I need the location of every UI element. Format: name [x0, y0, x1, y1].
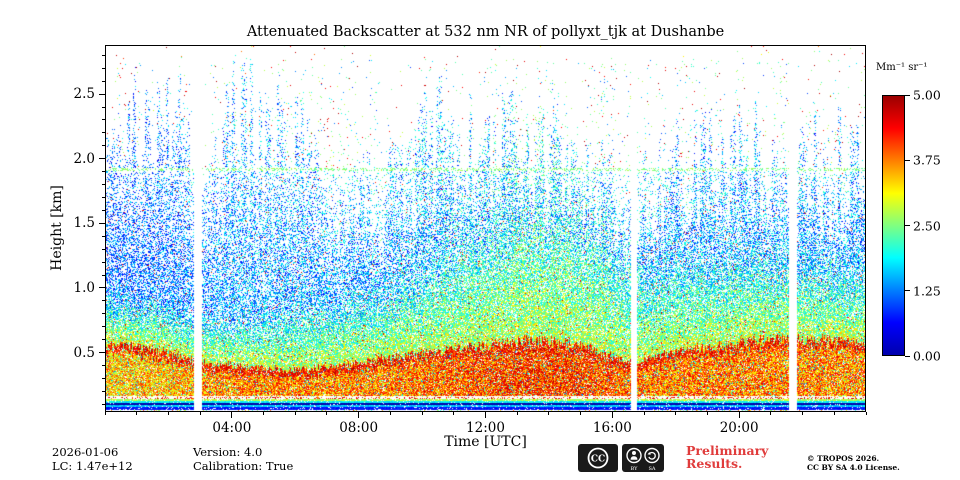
y-minor-tick — [102, 171, 105, 173]
x-minor-tick — [548, 412, 550, 415]
x-tick-label: 08:00 — [339, 420, 379, 436]
by-sa-badge-box — [622, 444, 664, 472]
y-minor-tick — [102, 364, 105, 366]
cc-badge-box — [578, 444, 618, 472]
y-tick-label: 1.0 — [73, 279, 95, 296]
x-minor-tick — [706, 412, 708, 415]
colorbar-tick-label: 1.25 — [913, 283, 941, 299]
version-label: Version: 4.0 — [193, 445, 263, 459]
y-tick-label: 1.5 — [73, 215, 95, 232]
y-minor-tick — [102, 235, 105, 237]
x-minor-tick — [643, 412, 645, 415]
colorbar-tick-label: 0.00 — [913, 348, 941, 364]
x-axis-label: Time [UTC] — [444, 434, 527, 450]
y-tick-label: 0.5 — [73, 344, 95, 361]
colorbar-tick-label: 2.50 — [913, 218, 941, 233]
y-minor-tick — [102, 300, 105, 302]
x-tick-label: 20:00 — [719, 420, 759, 436]
copyright-note: © TROPOS 2026. CC BY SA 4.0 License. — [807, 454, 900, 472]
y-minor-tick — [102, 119, 105, 121]
plot-area — [105, 45, 866, 412]
x-minor-tick — [516, 412, 518, 415]
x-minor-tick — [421, 412, 423, 415]
y-tick-label: 2.0 — [73, 150, 95, 167]
y-tick — [99, 287, 105, 289]
lidar-constant-label: LC: 1.47e+12 — [52, 459, 133, 473]
y-tick — [99, 352, 105, 354]
colorbar-tick — [905, 94, 910, 96]
x-minor-tick — [389, 412, 391, 415]
y-minor-tick — [102, 313, 105, 315]
x-minor-tick — [453, 412, 455, 415]
x-tick — [485, 412, 486, 418]
colorbar-unit-label: Mm⁻¹ sr⁻¹ — [876, 62, 928, 73]
cc-icon-label: CC — [591, 455, 605, 465]
preliminary-line2: Results. — [686, 456, 743, 471]
y-minor-tick — [102, 184, 105, 186]
by-label: BY — [631, 466, 639, 472]
colorbar-tick — [905, 355, 910, 357]
y-minor-tick — [102, 209, 105, 211]
colorbar-tick-label: 3.75 — [913, 152, 941, 168]
y-tick-label: 2.5 — [73, 86, 95, 103]
cc-license-badge: CC BY SA — [578, 444, 664, 472]
y-minor-tick — [102, 377, 105, 379]
x-minor-tick — [136, 412, 138, 415]
copyright-line2: CC BY SA 4.0 License. — [807, 463, 900, 472]
y-minor-tick — [102, 106, 105, 108]
x-tick-label: 12:00 — [466, 420, 505, 436]
x-tick-label: 04:00 — [212, 420, 252, 436]
y-minor-tick — [102, 403, 105, 405]
y-minor-tick — [102, 261, 105, 263]
x-minor-tick — [199, 412, 201, 415]
copyright-line1: © TROPOS 2026. — [807, 454, 880, 463]
cc-icon — [587, 447, 609, 469]
x-tick — [231, 412, 233, 418]
backscatter-heatmap-canvas — [106, 46, 865, 411]
x-tick — [358, 412, 360, 418]
y-minor-tick — [102, 274, 105, 276]
x-minor-tick — [326, 412, 328, 415]
x-minor-tick — [675, 412, 677, 415]
y-minor-tick — [102, 326, 105, 328]
x-minor-tick — [770, 412, 772, 415]
y-minor-tick — [102, 196, 105, 198]
y-minor-tick — [102, 80, 105, 82]
sa-label: SA — [648, 466, 655, 472]
calibration-label: Calibration: True — [193, 459, 294, 473]
colorbar — [882, 95, 905, 356]
x-tick-label: 16:00 — [592, 420, 632, 436]
x-minor-tick — [294, 412, 296, 415]
colorbar-tick — [905, 225, 910, 226]
x-tick — [738, 412, 740, 418]
y-tick — [99, 222, 105, 224]
colorbar-tick-label: 5.00 — [913, 87, 941, 103]
y-tick — [99, 93, 105, 95]
preliminary-line1: Preliminary — [686, 443, 769, 458]
x-minor-tick — [263, 412, 265, 415]
sa-arrow-icon: SA — [644, 447, 660, 472]
chart-title: Attenuated Backscatter at 532 nm NR of p… — [246, 24, 725, 40]
y-minor-tick — [102, 339, 105, 341]
x-minor-tick — [580, 412, 582, 415]
by-person-icon: BY — [626, 447, 642, 472]
preliminary-note: Preliminary Results. — [686, 444, 768, 470]
x-minor-tick — [104, 412, 106, 415]
colorbar-tick — [905, 159, 910, 161]
y-minor-tick — [102, 67, 105, 69]
date-label: 2026-01-06 — [52, 445, 119, 459]
x-minor-tick — [833, 412, 835, 415]
y-minor-tick — [102, 390, 105, 392]
x-minor-tick — [167, 412, 169, 415]
y-minor-tick — [102, 248, 105, 250]
y-minor-tick — [102, 132, 105, 134]
y-minor-tick — [102, 54, 105, 56]
x-minor-tick — [865, 412, 867, 415]
y-minor-tick — [102, 145, 105, 147]
colorbar-tick — [905, 290, 910, 292]
y-tick — [99, 158, 105, 160]
x-tick — [611, 412, 613, 418]
x-minor-tick — [802, 412, 804, 415]
